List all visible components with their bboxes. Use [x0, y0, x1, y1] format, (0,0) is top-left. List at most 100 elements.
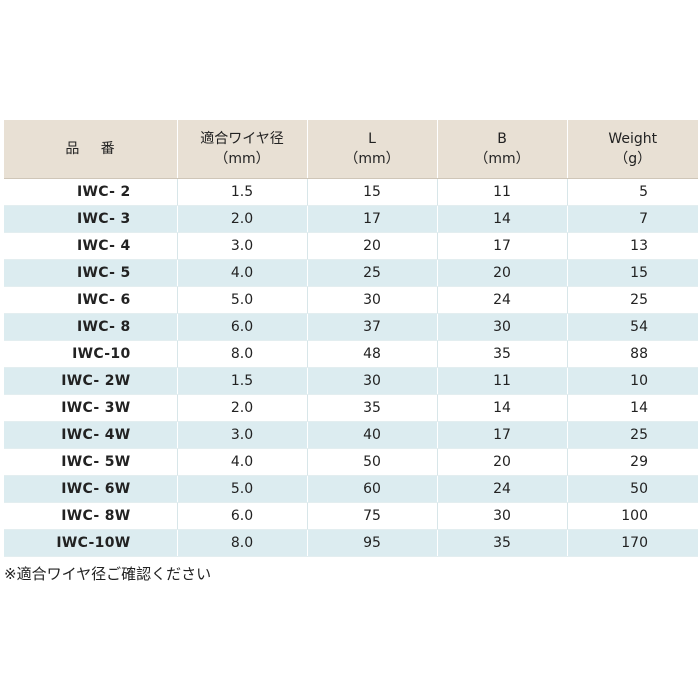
- cell-l: 95: [307, 529, 438, 557]
- header-b-label: B: [497, 131, 507, 147]
- cell-weight: 100: [567, 502, 698, 530]
- cell-wire-diameter: 5.0: [176, 475, 308, 503]
- header-wire-diameter: 適合ワイヤ径 （mm）: [177, 120, 308, 179]
- cell-b: 14: [437, 394, 568, 422]
- cell-hinban: IWC-10W: [4, 529, 178, 557]
- header-l-unit: （mm）: [344, 151, 400, 167]
- cell-wire-diameter: 6.0: [176, 313, 308, 341]
- cell-b: 35: [437, 340, 568, 368]
- cell-wire-diameter: 1.5: [176, 178, 308, 206]
- cell-hinban: IWC- 4: [4, 232, 178, 260]
- cell-b: 17: [437, 421, 568, 449]
- cell-hinban: IWC- 8W: [4, 502, 178, 530]
- cell-wire-diameter: 2.0: [176, 394, 308, 422]
- cell-wire-diameter: 2.0: [176, 205, 308, 233]
- cell-hinban: IWC- 8: [4, 313, 178, 341]
- cell-weight: 25: [567, 286, 698, 314]
- cell-b: 20: [437, 259, 568, 287]
- header-l-label: L: [368, 131, 376, 147]
- table-row: IWC- 4 3.0 20 17 13: [4, 232, 698, 260]
- cell-l: 50: [307, 448, 438, 476]
- cell-weight: 25: [567, 421, 698, 449]
- table-row: IWC- 4W 3.0 40 17 25: [4, 421, 698, 449]
- table-row: IWC- 5 4.0 25 20 15: [4, 259, 698, 287]
- cell-hinban: IWC- 5: [4, 259, 178, 287]
- cell-b: 17: [437, 232, 568, 260]
- cell-wire-diameter: 8.0: [176, 529, 308, 557]
- cell-weight: 14: [567, 394, 698, 422]
- cell-weight: 54: [567, 313, 698, 341]
- cell-b: 14: [437, 205, 568, 233]
- header-row: 品 番 適合ワイヤ径 （mm） L （mm） B （mm） Weight （g）: [4, 120, 698, 179]
- table-row: IWC-10 8.0 48 35 88: [4, 340, 698, 368]
- cell-l: 25: [307, 259, 438, 287]
- cell-l: 60: [307, 475, 438, 503]
- cell-hinban: IWC-10: [4, 340, 178, 368]
- cell-weight: 170: [567, 529, 698, 557]
- cell-l: 37: [307, 313, 438, 341]
- table-row: IWC- 6 5.0 30 24 25: [4, 286, 698, 314]
- cell-l: 20: [307, 232, 438, 260]
- cell-l: 17: [307, 205, 438, 233]
- cell-wire-diameter: 3.0: [176, 421, 308, 449]
- table-row: IWC- 6W 5.0 60 24 50: [4, 475, 698, 503]
- cell-l: 15: [307, 178, 438, 206]
- cell-weight: 15: [567, 259, 698, 287]
- footnote: ※適合ワイヤ径ご確認ください: [4, 565, 212, 583]
- cell-wire-diameter: 4.0: [176, 448, 308, 476]
- header-b-unit: （mm）: [474, 151, 530, 167]
- cell-l: 40: [307, 421, 438, 449]
- cell-hinban: IWC- 4W: [4, 421, 178, 449]
- cell-weight: 88: [567, 340, 698, 368]
- table-row: IWC- 2W 1.5 30 11 10: [4, 367, 698, 395]
- table-row: IWC- 8W 6.0 75 30 100: [4, 502, 698, 530]
- cell-weight: 50: [567, 475, 698, 503]
- header-wire-label: 適合ワイヤ径: [200, 131, 284, 147]
- cell-wire-diameter: 4.0: [176, 259, 308, 287]
- cell-b: 24: [437, 286, 568, 314]
- header-weight-label: Weight: [608, 131, 658, 147]
- cell-l: 30: [307, 367, 438, 395]
- cell-b: 30: [437, 502, 568, 530]
- table-row: IWC-10W 8.0 95 35 170: [4, 529, 698, 557]
- cell-hinban: IWC- 2W: [4, 367, 178, 395]
- cell-hinban: IWC- 3W: [4, 394, 178, 422]
- table-header: 品 番 適合ワイヤ径 （mm） L （mm） B （mm） Weight （g）: [4, 120, 698, 179]
- spec-table: 品 番 適合ワイヤ径 （mm） L （mm） B （mm） Weight （g）: [4, 120, 698, 557]
- cell-weight: 7: [567, 205, 698, 233]
- table-row: IWC- 5W 4.0 50 20 29: [4, 448, 698, 476]
- cell-l: 75: [307, 502, 438, 530]
- cell-weight: 29: [567, 448, 698, 476]
- table-row: IWC- 2 1.5 15 11 5: [4, 178, 698, 206]
- cell-l: 30: [307, 286, 438, 314]
- cell-b: 30: [437, 313, 568, 341]
- cell-b: 35: [437, 529, 568, 557]
- table-body: IWC- 2 1.5 15 11 5 IWC- 3 2.0 17 14 7 IWC- 4 3.0 20 1…: [4, 178, 698, 557]
- header-weight-unit: （g）: [614, 151, 652, 167]
- cell-wire-diameter: 8.0: [176, 340, 308, 368]
- cell-hinban: IWC- 6: [4, 286, 178, 314]
- cell-weight: 13: [567, 232, 698, 260]
- cell-weight: 5: [567, 178, 698, 206]
- cell-wire-diameter: 6.0: [176, 502, 308, 530]
- cell-l: 35: [307, 394, 438, 422]
- cell-b: 11: [437, 367, 568, 395]
- cell-b: 24: [437, 475, 568, 503]
- table-row: IWC- 8 6.0 37 30 54: [4, 313, 698, 341]
- header-hinban: 品 番: [4, 120, 178, 179]
- cell-wire-diameter: 1.5: [176, 367, 308, 395]
- cell-b: 11: [437, 178, 568, 206]
- header-b: B （mm）: [437, 120, 568, 179]
- cell-l: 48: [307, 340, 438, 368]
- cell-b: 20: [437, 448, 568, 476]
- cell-hinban: IWC- 5W: [4, 448, 178, 476]
- cell-wire-diameter: 5.0: [176, 286, 308, 314]
- cell-weight: 10: [567, 367, 698, 395]
- header-wire-unit: （mm）: [214, 151, 270, 167]
- cell-hinban: IWC- 2: [4, 178, 178, 206]
- table-row: IWC- 3 2.0 17 14 7: [4, 205, 698, 233]
- header-weight: Weight （g）: [567, 120, 698, 179]
- cell-wire-diameter: 3.0: [176, 232, 308, 260]
- header-l: L （mm）: [307, 120, 438, 179]
- spec-table-container: 品 番 適合ワイヤ径 （mm） L （mm） B （mm） Weight （g）: [4, 120, 698, 557]
